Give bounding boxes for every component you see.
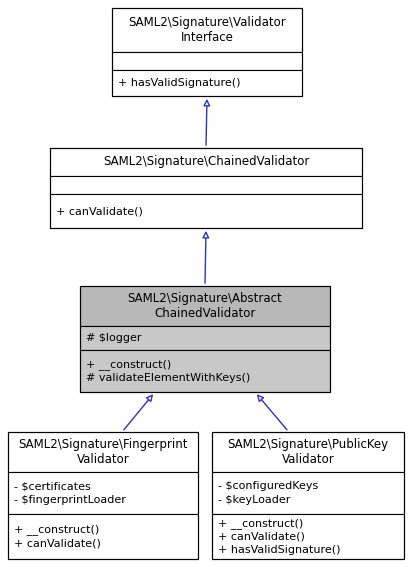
Bar	[112, 8, 302, 52]
Bar	[80, 286, 330, 392]
Text: SAML2\Signature\Validator
Interface: SAML2\Signature\Validator Interface	[128, 16, 286, 44]
Text: # $logger: # $logger	[86, 333, 141, 343]
Text: - $certificates
- $fingerprintLoader: - $certificates - $fingerprintLoader	[14, 481, 126, 505]
Text: + canValidate(): + canValidate()	[56, 206, 143, 216]
Text: - $configuredKeys
- $keyLoader: - $configuredKeys - $keyLoader	[218, 481, 318, 505]
Bar	[8, 432, 198, 472]
Text: + __construct()
+ canValidate(): + __construct() + canValidate()	[14, 524, 101, 548]
Text: SAML2\Signature\Abstract
ChainedValidator: SAML2\Signature\Abstract ChainedValidato…	[128, 292, 282, 320]
Bar	[112, 70, 302, 96]
Bar	[212, 432, 404, 559]
Bar	[8, 472, 198, 514]
Bar	[80, 350, 330, 392]
Bar	[212, 514, 404, 559]
Bar	[212, 472, 404, 514]
Bar	[80, 286, 330, 326]
Bar	[8, 514, 198, 559]
Bar	[50, 194, 362, 228]
Text: + __construct()
# validateElementWithKeys(): + __construct() # validateElementWithKey…	[86, 359, 250, 383]
Bar	[50, 148, 362, 228]
Text: + hasValidSignature(): + hasValidSignature()	[118, 78, 240, 88]
Bar	[112, 52, 302, 70]
Bar	[50, 176, 362, 194]
Bar	[8, 432, 198, 559]
Text: + __construct()
+ canValidate()
+ hasValidSignature(): + __construct() + canValidate() + hasVal…	[218, 518, 340, 555]
Bar	[112, 8, 302, 96]
Text: SAML2\Signature\Fingerprint
Validator: SAML2\Signature\Fingerprint Validator	[18, 438, 188, 466]
Text: SAML2\Signature\PublicKey
Validator: SAML2\Signature\PublicKey Validator	[227, 438, 388, 466]
Bar	[80, 326, 330, 350]
Bar	[212, 432, 404, 472]
Text: SAML2\Signature\ChainedValidator: SAML2\Signature\ChainedValidator	[103, 155, 309, 168]
Bar	[50, 148, 362, 176]
